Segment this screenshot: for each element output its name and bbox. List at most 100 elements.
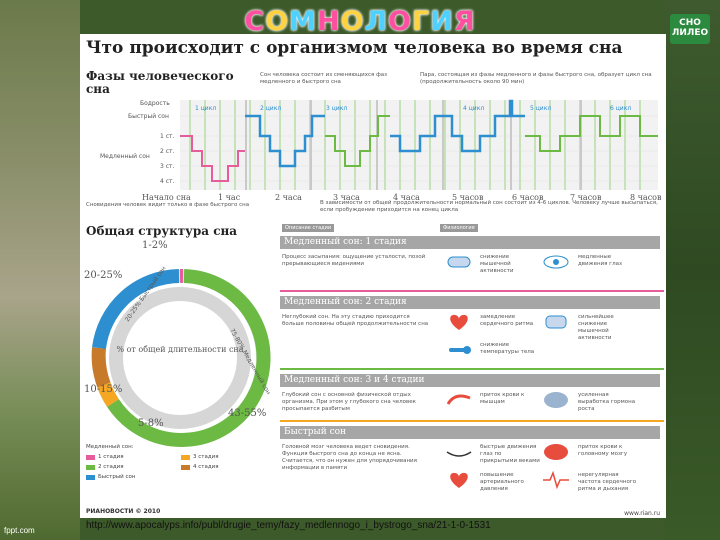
stage-desc-4: Головной мозг человека ведет сновидения.… <box>282 444 417 471</box>
poster-source: www.rian.ru <box>624 510 660 517</box>
cycles-count-note: В зависимости от общей продолжительности… <box>320 200 658 213</box>
stage-header-2: Медленный сон: 2 стадия <box>280 296 660 309</box>
feat-3-2: усиленная выработка гормона роста <box>578 392 636 412</box>
cycle-label-1: 1 цикл <box>195 105 216 112</box>
logo: СНО ЛИЛЕО <box>670 14 710 44</box>
donut-center-label: % от общей длительности сна <box>116 345 243 354</box>
axis-label-s2: 2 ст. <box>160 148 175 155</box>
stage-desc-2: Неглубокий сон. На эту стадию приходится… <box>282 314 429 327</box>
time-label-8: 8 часов <box>630 193 662 202</box>
stage-header-1: Медленный сон: 1 стадия <box>280 236 660 249</box>
time-label-6: 6 часов <box>512 193 544 202</box>
feat-4-3: повышение артериального давления <box>480 472 524 492</box>
stage-header-3: Медленный сон: 3 и 4 стадии <box>280 374 660 387</box>
axis-label-slow: Медленный сон <box>100 153 150 160</box>
pct-stage1: 1-2% <box>142 240 168 251</box>
arm-icon <box>446 394 471 405</box>
body-icon <box>545 315 567 329</box>
infographic-poster: Что происходит с организмом человека во … <box>80 34 666 518</box>
time-label-0: Начало сна <box>142 193 191 202</box>
donut-legend: Медленный сон: 1 стадия 3 стадия 2 стади… <box>86 444 286 480</box>
hypno-curve-1 <box>180 135 245 182</box>
cycle-label-3: 3 цикл <box>326 105 347 112</box>
slide-title: СОМНОЛОГИЯ <box>244 6 476 37</box>
stage-separator-2 <box>280 368 664 370</box>
donut-segment-stage4 <box>91 347 111 388</box>
stage-desc-3: Глубокий сон с основной физической отдых… <box>282 392 416 412</box>
dreams-note: Сновидения человек видит только в фазе б… <box>86 202 250 208</box>
time-label-1: 1 час <box>218 193 241 202</box>
source-caption: http://www.apocalyps.info/publ/drugie_te… <box>86 520 491 531</box>
hypno-curve-5 <box>525 115 658 152</box>
legend-title: Медленный сон: <box>86 444 134 450</box>
feat-4-2: приток крови к головному мозгу <box>578 444 628 457</box>
pct-rem: 20-25% <box>84 270 123 281</box>
structure-heading: Общая структура сна <box>86 224 238 238</box>
feat-1-1: снижение мышечной активности <box>480 254 514 274</box>
legend-item: Быстрый сон <box>86 474 181 480</box>
feat-2-3: сильнейшее снижение мышечной активности <box>578 314 614 341</box>
hypno-curve-4 <box>390 99 525 153</box>
pct-stage3: 5-8% <box>138 418 164 429</box>
feat-4-1: быстрые движения глаз по прикрытыми века… <box>480 444 540 464</box>
stage-desc-1: Процесс засыпания: ощущение усталости, п… <box>282 254 426 267</box>
logo-line1: СНО <box>679 18 701 28</box>
stages-panel: Описание стадии Физиология Медленный сон… <box>280 224 666 514</box>
time-label-7: 7 часов <box>570 193 602 202</box>
time-label-2: 2 часа <box>275 193 302 202</box>
axis-label-wake: Бодрость <box>140 100 170 107</box>
time-label-4: 4 часа <box>393 193 420 202</box>
heartbeat-icon <box>543 470 569 490</box>
cycle-dividers <box>245 100 582 190</box>
pct-stage2: 43-55% <box>228 408 267 419</box>
feat-3-1: приток крови к мышцам <box>480 392 525 405</box>
cycle-note-2: Пара, состоящая из фазы медленного и фаз… <box>420 72 652 85</box>
legend-swatch <box>181 464 190 470</box>
legend-swatch <box>86 474 95 480</box>
axis-label-s3: 3 ст. <box>160 163 175 170</box>
stage-separator-1 <box>280 290 664 292</box>
sleep-structure-donut: % от общей длительности сна 75-80% Медле… <box>91 265 272 447</box>
legend-item: 3 стадия <box>181 454 276 460</box>
cycle-label-2: 2 цикл <box>260 105 281 112</box>
thermometer-icon <box>449 346 471 354</box>
legend-item: 4 стадия <box>181 464 276 470</box>
donut-inner-ring <box>109 287 251 429</box>
cycle-note-1: Сон человека состоит из сменяющихся фаз … <box>260 72 388 85</box>
feat-4-4: нерегулярная частота сердечного ритма и … <box>578 472 637 492</box>
eye-closed-icon <box>446 451 472 457</box>
donut-segment-stage2 <box>107 269 271 447</box>
col-tag-physiology: Физиология <box>440 224 478 232</box>
legend-item: 2 стадия <box>86 464 181 470</box>
time-label-5: 5 часов <box>452 193 484 202</box>
logo-line2: ЛИЛЕО <box>671 28 709 38</box>
cycle-label-5: 5 цикл <box>530 105 551 112</box>
donut-segment-stage3 <box>97 382 119 407</box>
time-label-3: 3 часа <box>333 193 360 202</box>
legend-swatch <box>181 454 190 460</box>
eye-icon <box>543 255 569 269</box>
col-tag-description: Описание стадии <box>282 224 335 232</box>
stage-header-4: Быстрый сон <box>280 426 660 439</box>
poster-title: Что происходит с организмом человека во … <box>86 38 623 58</box>
axis-label-rem: Быстрый сон <box>128 113 169 120</box>
watermark: fppt.com <box>4 526 35 535</box>
hypno-curve-3 <box>325 115 390 167</box>
legend-swatch <box>86 454 95 460</box>
muscle-icon <box>447 256 471 268</box>
axis-label-s1: 1 ст. <box>160 133 175 140</box>
pct-stage4: 10-15% <box>84 384 123 395</box>
donut-segment-rem <box>92 269 180 350</box>
background-photo-right <box>664 0 720 540</box>
feat-2-1: замедление сердечного ритма <box>480 314 534 327</box>
stage-separator-3 <box>280 420 664 422</box>
phases-heading: Фазы человеческого сна <box>86 69 234 96</box>
feat-1-2: медленные движения глаз <box>578 254 622 267</box>
cycle-label-6: 6 цикл <box>610 105 631 112</box>
legend-item: 1 стадия <box>86 454 181 460</box>
heart-icon <box>450 314 468 330</box>
legend-swatch <box>86 464 95 470</box>
axis-label-s4: 4 ст. <box>160 178 175 185</box>
brain-red-icon <box>544 444 568 460</box>
background-photo-left <box>0 0 80 540</box>
